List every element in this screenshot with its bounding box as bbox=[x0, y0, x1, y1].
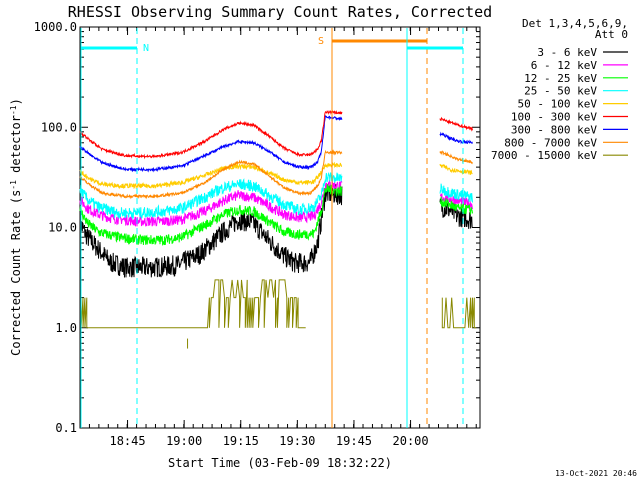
orbit-markers: N S bbox=[80, 28, 464, 428]
legend-label: 50 - 100 keV bbox=[518, 98, 598, 111]
y-tick-label: 1000.0 bbox=[34, 20, 77, 34]
y-axis-title: Corrected Count Rate (s-1 detector-1) bbox=[9, 98, 23, 356]
night-label: N bbox=[143, 43, 149, 54]
series-line bbox=[439, 163, 473, 175]
legend-label: 12 - 25 keV bbox=[524, 72, 597, 85]
series-line bbox=[79, 161, 343, 190]
legend-label: 7000 - 15000 keV bbox=[491, 149, 597, 162]
y-tick-label: 10.0 bbox=[48, 221, 77, 235]
y-axis: 1000.0 100.0 10.0 1.0 0.1 bbox=[34, 20, 480, 435]
series-line bbox=[439, 116, 473, 132]
legend-title-line-2: Att 0 bbox=[595, 28, 628, 41]
saa-label: S bbox=[318, 36, 324, 47]
series-line bbox=[79, 109, 343, 160]
x-tick-label: 19:00 bbox=[166, 434, 202, 448]
attenuator-layer bbox=[80, 279, 477, 349]
series-line bbox=[439, 183, 473, 203]
legend-label: 100 - 300 keV bbox=[511, 111, 597, 124]
x-tick-label: 19:45 bbox=[336, 434, 372, 448]
legend-title-line-1: Det 1,3,4,5,6,9, bbox=[522, 17, 628, 30]
x-axis-title: Start Time (03-Feb-09 18:32:22) bbox=[168, 456, 392, 470]
y-tick-label: 0.1 bbox=[55, 421, 77, 435]
y-tick-label: 100.0 bbox=[41, 120, 77, 134]
legend-label: 800 - 7000 keV bbox=[504, 136, 597, 149]
legend-label: 6 - 12 keV bbox=[531, 59, 598, 72]
series-line bbox=[79, 183, 343, 278]
x-tick-label: 19:30 bbox=[279, 434, 315, 448]
y-tick-label: 1.0 bbox=[55, 321, 77, 335]
timestamp: 13-Oct-2021 20:46 bbox=[555, 469, 637, 478]
series-line bbox=[439, 196, 473, 215]
attenuator-trace-2 bbox=[441, 297, 477, 329]
legend-label: 25 - 50 keV bbox=[524, 85, 597, 98]
chart-title: RHESSI Observing Summary Count Rates, Co… bbox=[68, 3, 492, 21]
x-tick-label: 18:45 bbox=[109, 434, 145, 448]
series-line bbox=[79, 172, 343, 220]
series-line bbox=[439, 150, 473, 165]
series-line bbox=[79, 180, 343, 228]
series-layer bbox=[79, 109, 473, 278]
legend-label: 3 - 6 keV bbox=[537, 46, 597, 59]
x-tick-label: 20:00 bbox=[393, 434, 429, 448]
attenuator-trace bbox=[80, 279, 306, 329]
x-axis: 18:45 19:00 19:15 19:30 19:45 20:00 bbox=[79, 27, 477, 448]
x-tick-label: 19:15 bbox=[223, 434, 259, 448]
series-line bbox=[79, 184, 343, 246]
series-line bbox=[79, 149, 343, 200]
series-line bbox=[79, 114, 343, 173]
series-line bbox=[439, 131, 473, 145]
legend-label: 300 - 800 keV bbox=[511, 123, 597, 136]
